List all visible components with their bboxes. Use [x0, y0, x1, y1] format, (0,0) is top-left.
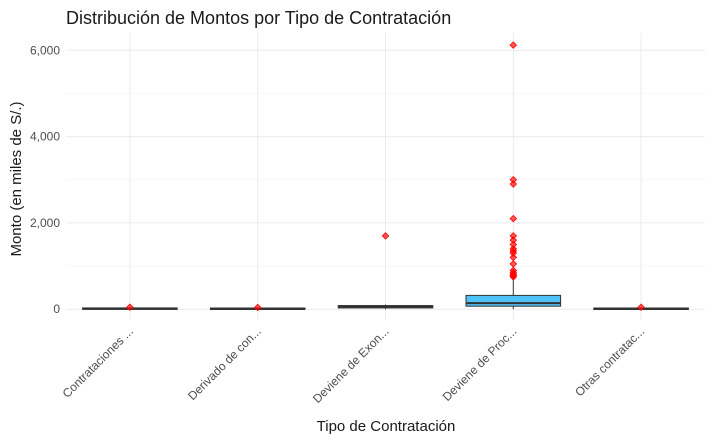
- y-axis-title: Monto (en miles de S/.): [8, 101, 25, 256]
- x-axis-ticks: Contrataciones ... Derivado de con... Devi…: [60, 324, 648, 406]
- box-group: [593, 303, 689, 312]
- outlier-point: [509, 232, 518, 240]
- boxes: [82, 41, 689, 312]
- box-group: [209, 303, 306, 312]
- box-group: [465, 41, 562, 310]
- x-tick-label: Deviene de Proc...: [440, 324, 520, 404]
- outlier-point: [509, 175, 518, 184]
- x-tick-label: Deviene de Exon...: [310, 324, 392, 406]
- outlier-point: [509, 260, 518, 268]
- outlier-point: [126, 303, 134, 312]
- y-tick-label: 6,000: [30, 43, 60, 57]
- outlier-point: [509, 253, 518, 262]
- box-group: [82, 303, 178, 312]
- outlier-point: [509, 266, 518, 275]
- outlier-point: [381, 232, 390, 240]
- outlier-point: [509, 245, 518, 253]
- outlier-point: [509, 41, 518, 49]
- x-axis-title: Tipo de Contratación: [317, 418, 456, 435]
- outlier-point: [509, 236, 518, 244]
- y-axis-ticks: 0 2,000 4,000 6,000: [30, 43, 60, 316]
- x-tick-label: Otras contratac...: [572, 324, 647, 399]
- outlier-point: [637, 303, 645, 312]
- y-tick-label: 0: [53, 302, 60, 316]
- x-tick-label: Contrataciones ...: [60, 324, 136, 400]
- outlier-point: [509, 214, 518, 223]
- outlier-point: [509, 240, 518, 249]
- outlier-point: [509, 180, 518, 188]
- x-tick-label: Derivado de con...: [185, 324, 264, 403]
- box-group: [337, 232, 434, 310]
- outlier-point: [253, 303, 262, 312]
- y-tick-label: 4,000: [30, 130, 60, 144]
- grid: [66, 33, 705, 320]
- y-tick-label: 2,000: [30, 216, 60, 230]
- box: [465, 294, 562, 307]
- chart-title: Distribución de Montos por Tipo de Contr…: [66, 8, 451, 28]
